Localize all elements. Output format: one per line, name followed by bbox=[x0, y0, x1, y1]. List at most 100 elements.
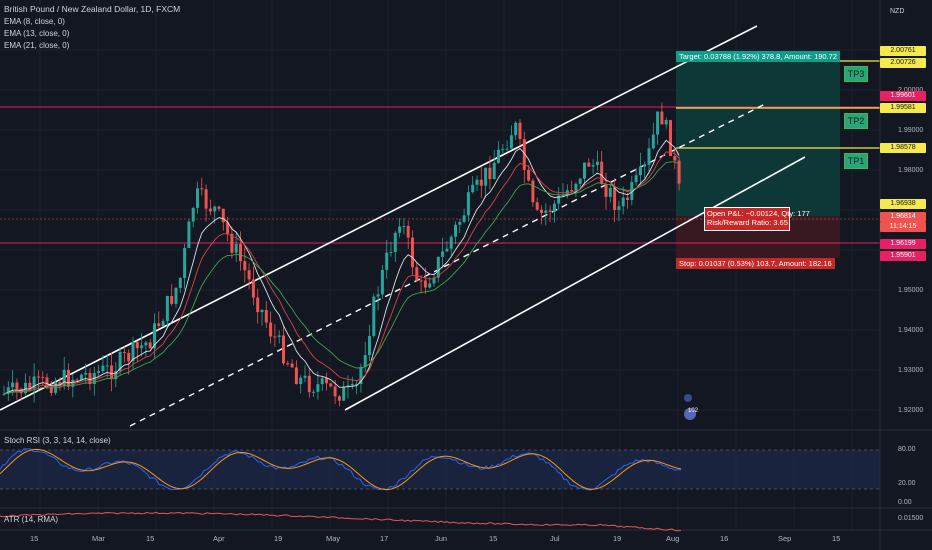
candle bbox=[247, 263, 251, 290]
candle bbox=[368, 324, 371, 361]
channel-mid[interactable] bbox=[129, 103, 766, 427]
atr-tick: 0.01500 bbox=[898, 515, 924, 522]
candle bbox=[165, 295, 169, 329]
candle bbox=[664, 117, 668, 129]
ema21-legend[interactable]: EMA (21, close, 0) bbox=[4, 41, 70, 50]
candle bbox=[264, 300, 268, 329]
target-label[interactable]: Target: 0.03788 (1.92%) 378.8, Amount: 1… bbox=[676, 51, 841, 62]
candle bbox=[634, 167, 638, 186]
event-count: 102 bbox=[688, 408, 699, 414]
tp2-label[interactable]: TP2 bbox=[844, 113, 868, 129]
candle bbox=[320, 375, 324, 391]
ema-21-line bbox=[3, 161, 680, 395]
candle bbox=[256, 288, 260, 324]
candle bbox=[208, 199, 212, 216]
candle bbox=[531, 178, 535, 207]
tp1-label[interactable]: TP1 bbox=[844, 153, 868, 169]
candle bbox=[148, 338, 152, 349]
candle bbox=[196, 181, 199, 214]
candle bbox=[243, 247, 247, 283]
candle bbox=[105, 354, 109, 378]
candle bbox=[157, 311, 161, 330]
time-tick: 15 bbox=[832, 534, 841, 543]
ema13-legend[interactable]: EMA (13, close, 0) bbox=[4, 29, 70, 38]
candle bbox=[565, 184, 569, 199]
stoch-tick: 20.00 bbox=[898, 480, 916, 487]
open-pl-box[interactable]: Open P&L: −0.00124, Qty: 177 Risk/Reward… bbox=[704, 207, 810, 231]
candle bbox=[458, 218, 462, 234]
atr-legend[interactable]: ATR (14, RMA) bbox=[4, 515, 59, 524]
candle bbox=[411, 230, 414, 275]
stop-label[interactable]: Stop: 0.01037 (0.53%) 103.7, Amount: 182… bbox=[676, 258, 835, 269]
price-tag-top-target: 2.00761 bbox=[880, 46, 926, 56]
event-bomb-icon[interactable] bbox=[684, 394, 692, 402]
candle bbox=[355, 380, 359, 395]
candle bbox=[204, 184, 208, 222]
candle bbox=[656, 111, 660, 145]
candle bbox=[557, 187, 561, 210]
price-tick: 1.98000 bbox=[898, 167, 924, 174]
candle bbox=[604, 172, 608, 210]
candle bbox=[273, 324, 277, 348]
stoch-legend[interactable]: Stoch RSI (3, 3, 14, 14, close) bbox=[4, 436, 111, 445]
stoch-d-line bbox=[0, 448, 682, 491]
candle bbox=[591, 158, 595, 175]
candle bbox=[600, 150, 604, 186]
symbol-title[interactable]: British Pound / New Zealand Dollar, 1D, … bbox=[4, 4, 181, 14]
candle bbox=[578, 177, 582, 190]
candle bbox=[669, 119, 672, 157]
price-tick: 1.94000 bbox=[898, 327, 924, 334]
price-tag-tp2: 1.99581 bbox=[880, 103, 926, 113]
channel-upper[interactable] bbox=[0, 25, 758, 411]
candle bbox=[527, 164, 531, 182]
candle bbox=[540, 205, 543, 225]
tp3-label[interactable]: TP3 bbox=[844, 66, 868, 82]
event-cluster-icon[interactable] bbox=[684, 408, 696, 420]
candle bbox=[441, 237, 445, 269]
channel-lower[interactable] bbox=[344, 156, 806, 411]
candle bbox=[24, 373, 27, 396]
candle bbox=[415, 261, 419, 282]
candle bbox=[337, 394, 341, 407]
time-tick: 16 bbox=[720, 534, 729, 543]
price-tag-target: 2.00726 bbox=[880, 58, 926, 68]
candle bbox=[574, 182, 578, 198]
candle bbox=[583, 162, 586, 186]
candle bbox=[595, 150, 599, 172]
time-tick: Jun bbox=[435, 534, 448, 543]
candle bbox=[269, 311, 273, 344]
stoch-tick: 0.00 bbox=[898, 499, 912, 506]
candle bbox=[389, 242, 393, 257]
candle bbox=[647, 138, 651, 174]
candle bbox=[6, 381, 10, 401]
candle bbox=[200, 177, 204, 196]
candle bbox=[329, 382, 333, 388]
candle bbox=[454, 221, 457, 245]
candle bbox=[449, 234, 453, 256]
candle bbox=[226, 217, 230, 242]
candle bbox=[187, 219, 191, 249]
candle bbox=[174, 287, 178, 308]
candle bbox=[333, 380, 337, 405]
ema8-legend[interactable]: EMA (8, close, 0) bbox=[4, 17, 65, 26]
candle bbox=[376, 286, 380, 311]
candle bbox=[36, 370, 40, 391]
candle bbox=[110, 352, 113, 392]
candle bbox=[462, 208, 466, 224]
candle bbox=[608, 183, 612, 203]
risk-reward-text: Risk/Reward Ratio: 3.65 bbox=[707, 218, 788, 227]
candle bbox=[505, 140, 509, 152]
candle bbox=[638, 152, 642, 184]
candle bbox=[15, 378, 19, 400]
ema-8-line bbox=[3, 139, 680, 395]
candle bbox=[419, 275, 423, 294]
candle bbox=[570, 180, 574, 194]
candle bbox=[79, 373, 83, 381]
candle bbox=[660, 102, 664, 125]
candle bbox=[518, 119, 522, 146]
candle bbox=[170, 284, 174, 306]
candle bbox=[45, 373, 49, 390]
candle bbox=[135, 340, 139, 363]
target-zone bbox=[676, 62, 840, 216]
